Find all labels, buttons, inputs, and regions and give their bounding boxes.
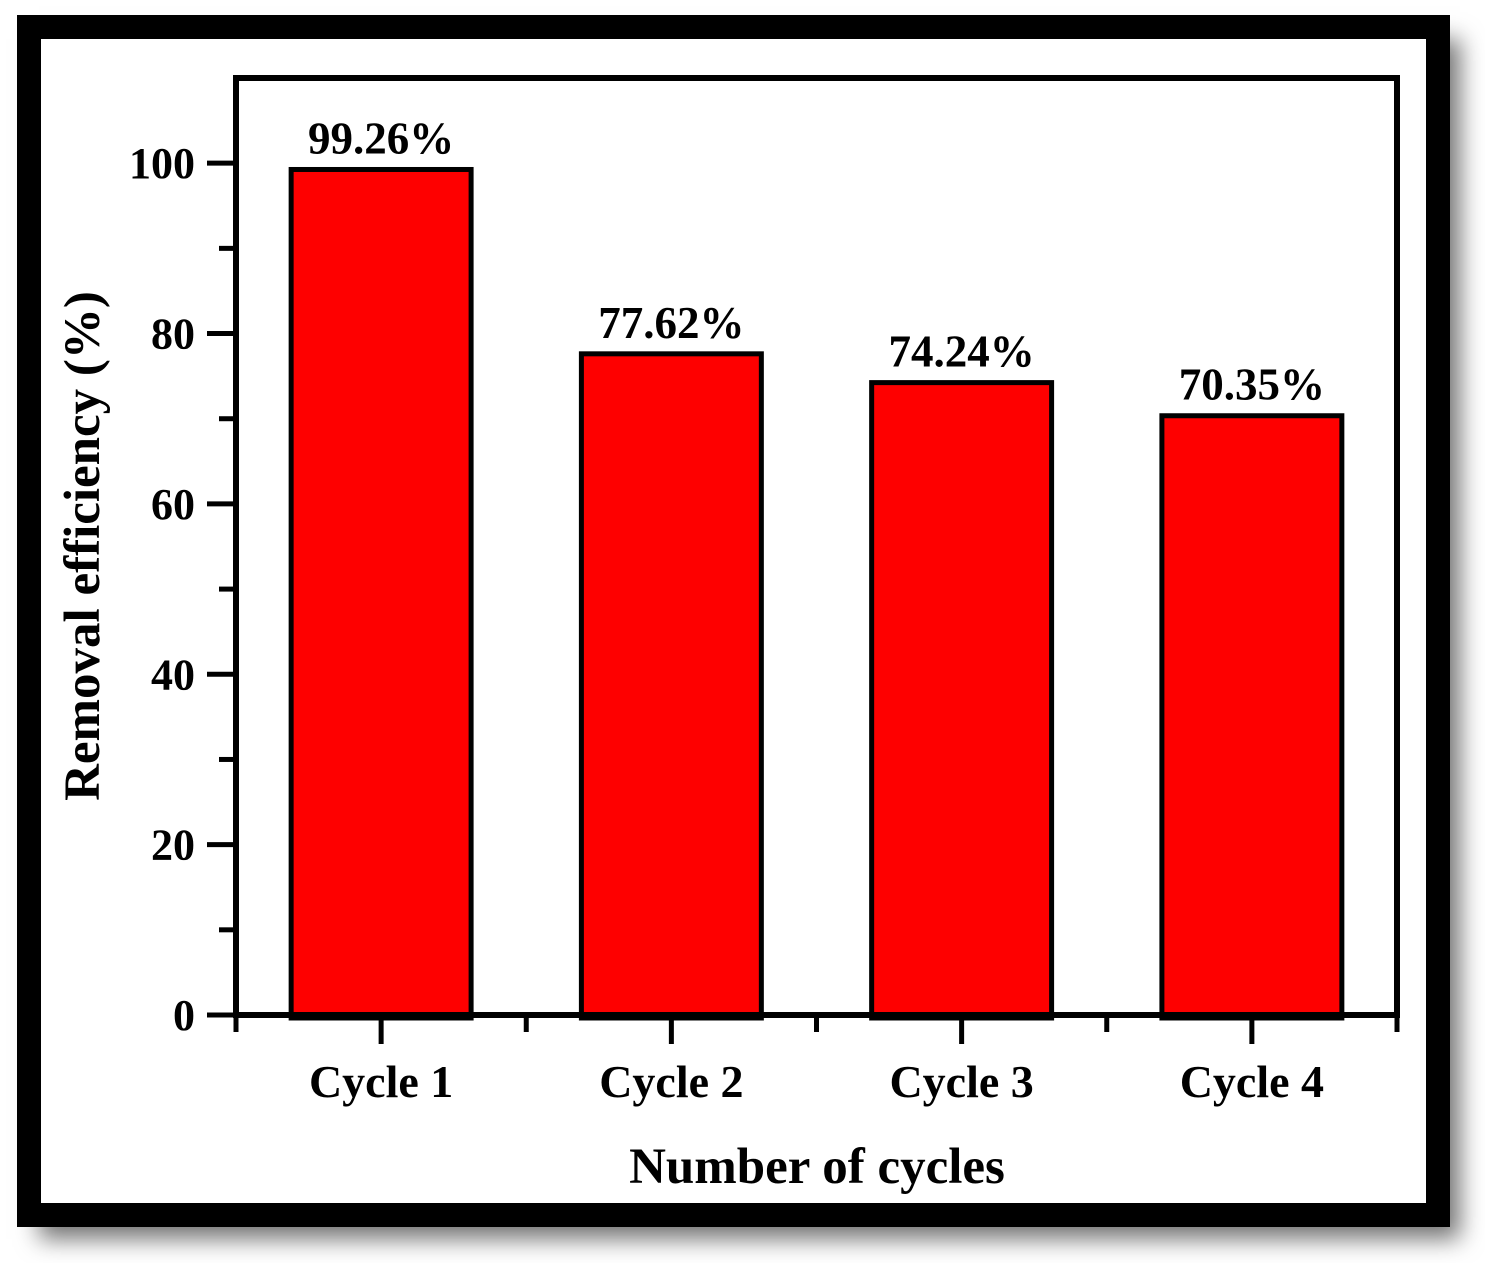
bar-value-label-3: 74.24% <box>889 327 1035 377</box>
y-tick-label-100: 100 <box>129 139 195 188</box>
bar-value-label-2: 77.62% <box>598 298 744 348</box>
y-axis-title: Removal efficiency (%) <box>55 291 111 801</box>
y-tick-label-0: 0 <box>173 991 195 1040</box>
bar-4 <box>1159 413 1345 1021</box>
y-tick-label-40: 40 <box>151 650 195 699</box>
plot-border <box>233 75 1400 1018</box>
y-tick-label-80: 80 <box>151 310 195 359</box>
bar-value-label-4: 70.35% <box>1179 360 1325 410</box>
x-category-label-2: Cycle 2 <box>599 1056 743 1107</box>
bar-2 <box>578 351 764 1021</box>
x-axis-title: Number of cycles <box>629 1139 1005 1195</box>
bar-1 <box>288 166 474 1021</box>
x-category-label-4: Cycle 4 <box>1180 1056 1324 1107</box>
y-tick-label-60: 60 <box>151 480 195 529</box>
y-tick-label-20: 20 <box>151 821 195 870</box>
bar-value-label-1: 99.26% <box>308 113 454 163</box>
x-category-label-1: Cycle 1 <box>309 1056 453 1107</box>
x-category-label-3: Cycle 3 <box>889 1056 1033 1107</box>
bar-3 <box>869 380 1055 1021</box>
